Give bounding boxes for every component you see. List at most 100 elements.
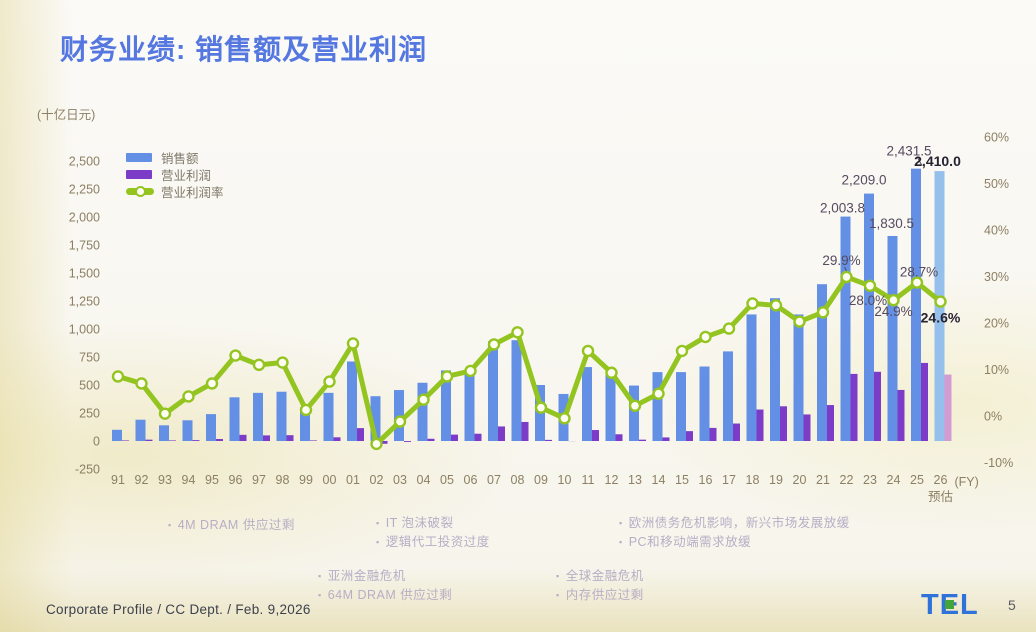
profit-bar-04: [427, 438, 435, 441]
x-axis-label-24: 24: [887, 473, 901, 487]
left-axis-tick: -250: [75, 463, 100, 477]
margin-point-25: [910, 276, 924, 289]
sales-bar-14: [652, 372, 663, 441]
x-axis-label-15: 15: [675, 473, 689, 487]
sales-bar-25: [911, 168, 921, 441]
label-leader-line-25: [916, 156, 923, 166]
profit-bar-21: [827, 405, 834, 441]
x-axis-label-18: 18: [746, 473, 760, 487]
sales-value-label-23: 2,209.0: [841, 173, 886, 188]
margin-value-label-23: 28.0%: [849, 293, 887, 308]
margin-point-02: [370, 437, 383, 451]
left-axis-tick: 1,750: [69, 239, 100, 253]
margin-point-24: [887, 294, 900, 307]
margin-point-12: [605, 366, 618, 379]
x-axis-label-20: 20: [793, 473, 807, 487]
left-axis-tick: 1,250: [69, 295, 100, 309]
margin-value-label-22: 29.9%: [822, 253, 860, 268]
left-axis-tick: 250: [79, 407, 100, 421]
right-axis-tick: 40%: [984, 224, 1009, 238]
sales-bar-24: [887, 235, 898, 441]
profit-bar-20: [803, 414, 811, 441]
x-axis-label-11: 11: [582, 473, 595, 487]
left-axis-tick: 500: [79, 379, 100, 393]
profit-bar-99: [310, 440, 317, 441]
x-axis-label-17: 17: [722, 473, 736, 487]
sales-bar-95: [206, 414, 216, 441]
profit-bar-02: [380, 441, 388, 444]
margin-point-22: [840, 270, 853, 284]
profit-bar-25: [921, 362, 928, 441]
page-number: 5: [1008, 597, 1016, 613]
tel-logo: TEL: [921, 589, 979, 622]
margin-point-95: [205, 377, 219, 390]
right-axis-tick: 10%: [984, 363, 1009, 377]
x-axis-label-04: 04: [417, 473, 431, 487]
margin-point-05: [440, 370, 454, 383]
margin-point-93: [158, 407, 172, 420]
x-axis-label-91: 91: [111, 473, 125, 487]
margin-leader-line-22: [844, 266, 847, 272]
margin-point-21: [816, 306, 830, 319]
sales-bar-02: [370, 396, 381, 441]
sales-bar-22: [840, 216, 851, 441]
x-axis-label-96: 96: [229, 473, 243, 487]
x-axis-label-19: 19: [769, 473, 783, 487]
axis-unit-label: (十亿日元): [37, 108, 96, 122]
x-axis-label-02: 02: [370, 473, 384, 487]
x-axis-label-95: 95: [205, 473, 219, 487]
sales-value-label-26: 2,410.0: [914, 153, 961, 169]
x-axis-label-22: 22: [840, 473, 854, 487]
margin-point-09: [534, 401, 548, 414]
sales-bar-05: [441, 370, 451, 441]
margin-point-96: [229, 349, 242, 362]
margin-value-label-26: 24.6%: [921, 310, 961, 326]
margin-point-01: [346, 337, 360, 350]
x-axis-label-13: 13: [628, 473, 642, 487]
x-axis-label-06: 06: [464, 473, 478, 487]
right-axis-tick: 30%: [984, 270, 1009, 284]
sales-bar-98: [276, 391, 287, 441]
margin-point-91: [111, 370, 125, 383]
x-axis-label-99: 99: [299, 473, 313, 487]
profit-bar-18: [756, 409, 764, 441]
x-axis-label-09: 09: [534, 473, 548, 487]
x-axis-label-21: 21: [816, 473, 830, 487]
profit-bar-07: [498, 426, 505, 441]
left-axis-tick: 0: [93, 435, 100, 449]
margin-point-23: [863, 279, 877, 292]
margin-point-08: [511, 326, 524, 339]
left-axis-tick: 1,000: [69, 323, 100, 337]
margin-point-19: [769, 299, 783, 312]
sales-swatch-icon: [126, 153, 152, 162]
sales-bar-11: [582, 367, 592, 441]
profit-bar-01: [357, 428, 364, 441]
sales-bar-00: [323, 392, 334, 441]
tel-logo-green-square-icon: [945, 600, 954, 609]
margin-point-14: [652, 387, 665, 400]
x-axis-label-07: 07: [487, 473, 501, 487]
profit-bar-96: [239, 434, 247, 441]
margin-point-92: [135, 377, 148, 390]
x-axis-label-23: 23: [863, 473, 877, 487]
sales-bar-15: [676, 372, 686, 441]
profit-bar-22: [850, 373, 858, 441]
sales-bar-08: [511, 340, 522, 441]
sales-bar-04: [417, 382, 428, 441]
margin-value-label-24: 24.9%: [874, 304, 912, 319]
margin-point-16: [699, 330, 712, 344]
x-axis-label-16: 16: [699, 473, 713, 487]
left-axis-tick: 2,500: [69, 155, 100, 169]
profit-bar-05: [451, 434, 458, 441]
legend-item-margin: 营业利润率: [126, 183, 224, 200]
right-axis-tick: -10%: [984, 456, 1013, 470]
margin-point-99: [299, 403, 313, 417]
profit-bar-26: [944, 374, 952, 441]
annotation-4m-dram: 4M DRAM 供应过剩: [168, 516, 295, 535]
margin-point-97: [252, 358, 266, 372]
sales-bar-17: [723, 351, 733, 441]
margin-point-17: [722, 322, 736, 335]
profit-bar-13: [639, 439, 646, 441]
